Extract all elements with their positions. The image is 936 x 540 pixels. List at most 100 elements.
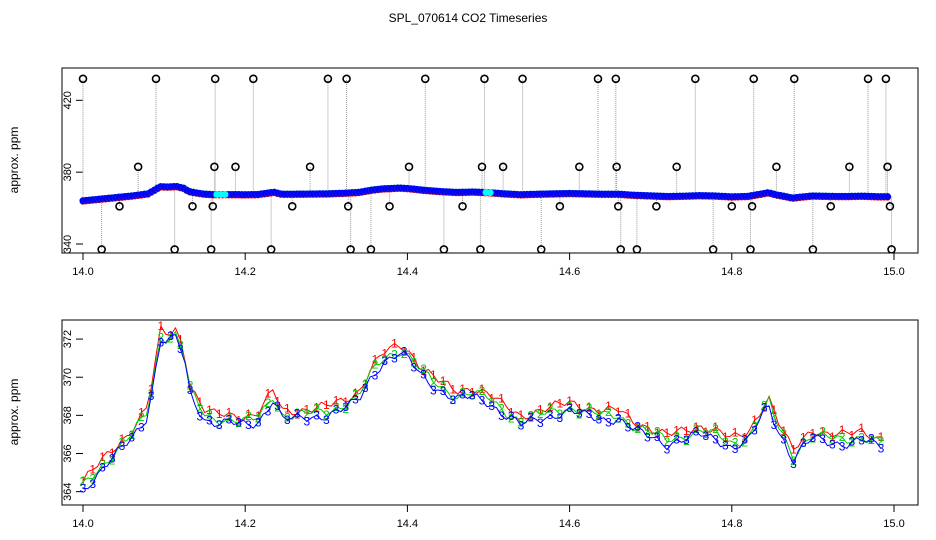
outlier-point [420, 74, 430, 84]
series-2-label: 2 [313, 401, 320, 415]
outlier-point [518, 74, 527, 84]
outlier-point [404, 162, 414, 172]
series-3-label: 3 [741, 432, 748, 446]
series-2-label: 2 [206, 408, 213, 422]
series-3-label: 3 [800, 436, 807, 450]
series-3-label: 3 [683, 433, 690, 447]
series-1-label: 1 [226, 406, 233, 420]
series-2-label: 2 [819, 425, 826, 439]
series-1-label: 1 [138, 405, 145, 419]
series-3-label: 3 [226, 413, 233, 427]
outlier-point [555, 202, 565, 211]
series-1-label: 1 [89, 463, 96, 477]
outlier-point [691, 74, 700, 84]
series-3-label: 3 [255, 416, 262, 430]
series-2-label: 2 [790, 454, 797, 468]
series-3-label: 3 [595, 413, 602, 427]
series-1-label: 1 [469, 386, 476, 400]
series-3-label: 3 [829, 437, 836, 451]
outlier-point [480, 74, 489, 84]
series-2-label: 2 [673, 429, 680, 443]
series-1-line [82, 324, 882, 482]
outlier-point [266, 245, 276, 253]
series-3-label: 3 [780, 432, 787, 446]
series-3-label: 3 [810, 431, 817, 445]
outlier-point [249, 74, 258, 84]
top-xtick-label: 14.6 [559, 266, 580, 278]
series-1-label: 1 [167, 328, 174, 342]
series-1-label: 1 [352, 386, 359, 400]
outlier-point [772, 162, 781, 172]
series-1-label: 1 [196, 395, 203, 409]
series-3-label: 3 [498, 409, 505, 423]
bottom-x-axis: 14.0 14.2 14.4 14.6 14.8 15.0 [72, 505, 905, 530]
series-3-label: 3 [557, 411, 564, 425]
bottom-ytick-label: 368 [62, 406, 74, 424]
series-1-label: 1 [265, 386, 272, 400]
series-3-label: 3 [654, 430, 661, 444]
series-1-label: 1 [430, 368, 437, 382]
outlier-point [612, 162, 621, 172]
series-2-label: 2 [420, 362, 427, 376]
series-1-label: 1 [625, 406, 632, 420]
outlier-point [863, 74, 873, 84]
series-2-label: 2 [187, 379, 194, 393]
series-3-label: 3 [693, 424, 700, 438]
series-3-label: 3 [401, 344, 408, 358]
series-2-label: 2 [333, 400, 340, 414]
outlier-point [652, 202, 661, 211]
series-1-label: 1 [294, 407, 301, 421]
series-3-label: 3 [235, 416, 242, 430]
series-1-label: 1 [177, 332, 184, 346]
outlier-point [342, 74, 351, 84]
series-2-label: 2 [440, 379, 447, 393]
series-3-label: 3 [411, 360, 418, 374]
top-x-axis: 14.0 14.2 14.4 14.6 14.8 15.0 [72, 253, 905, 278]
series-2-label: 2 [537, 407, 544, 421]
series-1-label: 1 [605, 399, 612, 413]
bottom-xtick-label: 14.6 [559, 518, 580, 530]
top-xtick-label: 14.8 [721, 266, 742, 278]
series-3-label: 3 [245, 418, 252, 432]
series-2-label: 2 [839, 430, 846, 444]
bottom-ytick-label: 372 [62, 330, 74, 348]
series-1-label: 1 [459, 382, 466, 396]
series-1-label: 1 [148, 382, 155, 396]
outlier-point [170, 245, 179, 253]
series-1-label: 1 [479, 382, 486, 396]
series-2-label: 2 [284, 411, 291, 425]
series-3-label: 3 [303, 414, 310, 428]
outlier-point [477, 162, 487, 172]
series-1-label: 1 [644, 420, 651, 434]
top-y-axis: 340 380 420 [62, 91, 83, 253]
top-ytick-label: 340 [62, 235, 74, 253]
series-1-label: 1 [245, 407, 252, 421]
series-1-label: 1 [829, 430, 836, 444]
series-1-label: 1 [557, 396, 564, 410]
outlier-point [210, 74, 220, 84]
series-2-label: 2 [303, 407, 310, 421]
series-1-label: 1 [800, 431, 807, 445]
series-3-label: 3 [858, 434, 865, 448]
outlier-point [747, 202, 757, 211]
series-2-label: 2 [352, 387, 359, 401]
series-2-label: 2 [391, 348, 398, 362]
series-2-label: 2 [119, 435, 126, 449]
series-1-label: 1 [333, 393, 340, 407]
bottom-ytick-label: 364 [62, 482, 74, 500]
series-2-label: 2 [411, 355, 418, 369]
series-2-label: 2 [381, 352, 388, 366]
bottom-xtick-label: 14.0 [72, 518, 93, 530]
series-1-label: 1 [440, 374, 447, 388]
series-2-label: 2 [634, 422, 641, 436]
series-3-label: 3 [625, 420, 632, 434]
series-3-label: 3 [566, 401, 573, 415]
series-3-label: 3 [148, 389, 155, 403]
series-2-label: 2 [362, 378, 369, 392]
series-3-label: 3 [508, 409, 515, 423]
series-3-label: 3 [664, 443, 671, 457]
series-1-label: 1 [722, 430, 729, 444]
outlier-point [789, 74, 799, 84]
series-3-label: 3 [605, 415, 612, 429]
